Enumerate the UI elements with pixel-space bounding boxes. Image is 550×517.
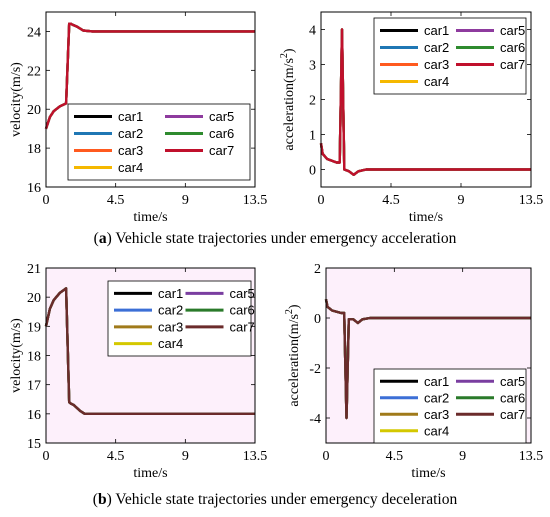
- x-tick-label: 4.5: [107, 449, 125, 464]
- x-axis-label: time/s: [133, 466, 167, 481]
- legend-label-car3: car3: [158, 319, 183, 334]
- legend-label-car2: car2: [118, 126, 143, 141]
- legend-label-car2: car2: [424, 390, 449, 405]
- x-tick-label: 4.5: [107, 193, 125, 208]
- legend-label-car1: car1: [118, 109, 143, 124]
- caption-a: (a) Vehicle state trajectories under eme…: [0, 230, 550, 248]
- legend-label-car6: car6: [209, 126, 234, 141]
- x-tick-label: 0: [43, 193, 50, 208]
- legend-label-car2: car2: [158, 303, 183, 318]
- legend-label-car2: car2: [424, 40, 449, 55]
- y-axis-label: acceleration(m/s2): [279, 48, 297, 151]
- x-tick-label: 13.5: [519, 449, 544, 464]
- legend-label-car3: car3: [424, 57, 449, 72]
- y-tick-label: 24: [27, 25, 41, 40]
- y-tick-label: 21: [27, 262, 41, 277]
- x-tick-label: 9: [459, 449, 466, 464]
- y-tick-label: 16: [27, 181, 41, 196]
- legend-label-car4: car4: [118, 160, 143, 175]
- y-tick-label: 0: [314, 312, 321, 327]
- x-tick-label: 9: [182, 449, 189, 464]
- y-tick-label: 20: [27, 291, 41, 306]
- legend-label-car5: car5: [500, 23, 525, 38]
- y-tick-label: 1: [309, 129, 316, 144]
- y-axis-label: velocity(m/s): [9, 62, 24, 137]
- caption-a-text: Vehicle state trajectories under emergen…: [112, 230, 457, 247]
- y-tick-label: 18: [27, 142, 41, 157]
- x-tick-label: 13.5: [243, 193, 268, 208]
- legend-label-car1: car1: [424, 23, 449, 38]
- x-tick-label: 13.5: [243, 449, 268, 464]
- y-axis-label: velocity(m/s): [9, 318, 24, 393]
- legend-label-car3: car3: [424, 407, 449, 422]
- legend-label-car7: car7: [500, 407, 525, 422]
- legend-label-car4: car4: [424, 423, 449, 438]
- panel-a-velocity: 0 4.5 9 13.5 16 18 20 22 24 time/s velocity(m/s) ca…: [9, 12, 267, 225]
- x-tick-label: 13.5: [519, 193, 544, 208]
- caption-a-letter: a: [99, 230, 107, 247]
- caption-b: (b) Vehicle state trajectories under eme…: [0, 491, 550, 509]
- y-tick-label: 3: [309, 59, 316, 74]
- legend-label-car5: car5: [209, 109, 234, 124]
- legend-label-car4: car4: [158, 336, 183, 351]
- x-tick-label: 0: [323, 449, 330, 464]
- y-tick-label: 2: [309, 94, 316, 109]
- y-tick-label: -4: [309, 412, 321, 427]
- panel-b-acceleration: 0 4.5 9 13.5 -4 -2 0 2 time/s acceleration(m/s2) c…: [284, 262, 543, 481]
- y-tick-label: 2: [314, 262, 321, 277]
- legend-label-car6: car6: [230, 303, 255, 318]
- x-tick-label: 9: [182, 193, 189, 208]
- y-tick-label: 19: [27, 320, 41, 335]
- x-axis-label: time/s: [411, 466, 445, 481]
- y-tick-label: 15: [27, 437, 41, 452]
- y-tick-label: -2: [309, 362, 321, 377]
- caption-b-text: Vehicle state trajectories under emergen…: [112, 491, 457, 508]
- legend: car1 car2 car3 car4 car5 car6 car7: [68, 104, 250, 180]
- legend-label-car7: car7: [230, 319, 255, 334]
- legend-label-car7: car7: [500, 57, 525, 72]
- panel-a-acceleration: 0 4.5 9 13.5 0 1 2 3 4 time/s acceleration(m/s2) ca…: [279, 12, 543, 225]
- y-tick-label: 4: [309, 24, 316, 39]
- y-tick-label: 22: [27, 64, 41, 79]
- y-tick-label: 0: [309, 164, 316, 179]
- x-axis-label: time/s: [133, 210, 167, 225]
- y-tick-label: 18: [27, 350, 41, 365]
- y-tick-label: 16: [27, 408, 41, 423]
- caption-b-letter: b: [98, 491, 107, 508]
- x-tick-label: 0: [318, 193, 325, 208]
- legend-label-car7: car7: [209, 143, 234, 158]
- legend-label-car4: car4: [424, 74, 449, 89]
- legend-label-car6: car6: [500, 40, 525, 55]
- y-tick-label: 20: [27, 103, 41, 118]
- y-axis-label: acceleration(m/s2): [284, 304, 302, 407]
- legend-label-car1: car1: [424, 374, 449, 389]
- x-axis-label: time/s: [409, 210, 443, 225]
- y-tick-label: 17: [27, 379, 41, 394]
- legend: car1 car2 car3 car4 car5 car6 car7: [374, 18, 526, 94]
- legend-label-car6: car6: [500, 390, 525, 405]
- panel-b-velocity: 0 4.5 9 13.5 15 16 17 18 19 20 21 time/s velocity(m/…: [9, 262, 267, 481]
- legend-label-car5: car5: [230, 286, 255, 301]
- legend-label-car3: car3: [118, 143, 143, 158]
- x-tick-label: 4.5: [382, 193, 400, 208]
- legend-label-car1: car1: [158, 286, 183, 301]
- x-tick-label: 9: [458, 193, 465, 208]
- x-tick-label: 4.5: [386, 449, 404, 464]
- legend-label-car5: car5: [500, 374, 525, 389]
- x-tick-label: 0: [43, 449, 50, 464]
